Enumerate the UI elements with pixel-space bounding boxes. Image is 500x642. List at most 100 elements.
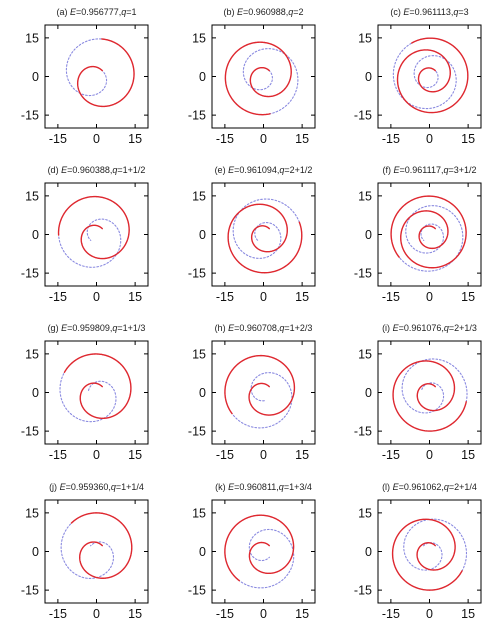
- panel-title: (b) E=0.960988,q=2: [223, 7, 303, 17]
- panel-title: (i) E=0.961076,q=2+1/3: [382, 323, 477, 333]
- orbit-solid: [224, 41, 292, 116]
- panel-j: (j) E=0.959360,q=1+1/4 -15 0 15 15 0 -15: [21, 482, 149, 621]
- q-symbol: q: [444, 323, 449, 333]
- panel-label: (g): [48, 323, 62, 333]
- plot-frame: [44, 24, 149, 129]
- energy-value: =0.960708,: [234, 323, 279, 333]
- energy-symbol: E: [393, 323, 400, 333]
- energy-value: =0.961117,: [400, 165, 444, 175]
- y-tick-label: -15: [188, 109, 206, 123]
- panel-label: (i): [382, 323, 393, 333]
- orbit-solid: [224, 514, 295, 582]
- q-symbol: q: [453, 7, 458, 17]
- y-tick-label: 0: [199, 70, 206, 84]
- orbit-solid: [391, 518, 463, 591]
- y-tick-label: 15: [25, 347, 39, 361]
- panel-label: (c): [390, 7, 403, 17]
- energy-value: =0.959360,: [66, 482, 111, 492]
- y-tick-label: -15: [354, 109, 372, 123]
- y-tick-label: 0: [365, 545, 372, 559]
- x-tick-label: -15: [382, 607, 400, 621]
- y-tick-label: 15: [25, 189, 39, 203]
- x-tick-label: 0: [93, 290, 100, 304]
- panel-e: (e) E=0.961094,q=2+1/2 -15 0 15 15 0 -15: [188, 165, 316, 304]
- panel-label: (k): [215, 482, 228, 492]
- energy-symbol: E: [393, 165, 400, 175]
- q-value: =2: [293, 7, 303, 17]
- x-tick-label: 15: [295, 290, 309, 304]
- y-tick-label: -15: [188, 267, 206, 281]
- x-tick-label: 0: [260, 607, 267, 621]
- panel-c: (c) E=0.961113,q=3 -15 0 15 15 0 -15: [354, 7, 482, 146]
- panel-i: (i) E=0.961076,q=2+1/3 -15 0 15 15 0 -15: [354, 323, 482, 462]
- panel-label: (f): [382, 165, 393, 175]
- q-value: =1: [126, 7, 136, 17]
- energy-symbol: E: [403, 7, 410, 17]
- q-symbol: q: [112, 323, 117, 333]
- orbit-solid: [390, 195, 467, 269]
- q-symbol: q: [443, 165, 448, 175]
- panel-d: (d) E=0.960388,q=1+1/2 -15 0 15 15 0 -15: [21, 165, 149, 304]
- orbit-solid: [227, 203, 303, 274]
- q-symbol: q: [444, 482, 449, 492]
- q-value: =2+1/2: [284, 165, 312, 175]
- panel-title: (f) E=0.961117,q=3+1/2: [382, 165, 476, 175]
- panel-title: (j) E=0.959360,q=1+1/4: [49, 482, 144, 492]
- energy-symbol: E: [60, 482, 67, 492]
- y-tick-label: -15: [188, 425, 206, 439]
- y-tick-label: 0: [199, 545, 206, 559]
- y-tick-label: 15: [192, 506, 206, 520]
- x-tick-label: 0: [93, 448, 100, 462]
- x-tick-label: 0: [426, 607, 433, 621]
- panel-label: (h): [215, 323, 229, 333]
- plot-frame: [211, 24, 316, 129]
- panel-title: (d) E=0.960388,q=1+1/2: [48, 165, 146, 175]
- x-tick-label: 15: [295, 448, 309, 462]
- q-symbol: q: [111, 482, 116, 492]
- panel-title: (e) E=0.961094,q=2+1/2: [215, 165, 313, 175]
- x-tick-label: 15: [461, 607, 475, 621]
- panel-title: (h) E=0.960708,q=1+2/3: [215, 323, 313, 333]
- x-tick-label: -15: [382, 132, 400, 146]
- panel-title: (k) E=0.960811,q=1+3/4: [215, 482, 312, 492]
- x-tick-label: 15: [128, 607, 142, 621]
- plot-frame: [377, 499, 482, 604]
- q-value: =1+1/2: [117, 165, 145, 175]
- y-tick-label: -15: [188, 584, 206, 598]
- y-tick-label: 15: [25, 31, 39, 45]
- energy-value: =0.961094,: [234, 165, 279, 175]
- panel-h: (h) E=0.960708,q=1+2/3 -15 0 15 15 0 -15: [188, 323, 316, 462]
- x-tick-label: -15: [216, 290, 234, 304]
- x-tick-label: 15: [461, 290, 475, 304]
- energy-symbol: E: [228, 482, 235, 492]
- energy-symbol: E: [228, 323, 235, 333]
- energy-value: =0.960811,: [234, 482, 279, 492]
- y-tick-label: 0: [32, 545, 39, 559]
- energy-value: =0.961062,: [399, 482, 444, 492]
- x-tick-label: 15: [295, 132, 309, 146]
- y-tick-label: 0: [32, 386, 39, 400]
- panel-f: (f) E=0.961117,q=3+1/2 -15 0 15 15 0 -15: [354, 165, 482, 304]
- plot-frame: [211, 340, 316, 445]
- energy-value: =0.961113,: [409, 7, 453, 17]
- panel-title: (g) E=0.959809,q=1+1/3: [48, 323, 146, 333]
- q-symbol: q: [112, 165, 117, 175]
- panel-title: (c) E=0.961113,q=3: [390, 7, 468, 17]
- y-tick-label: -15: [21, 425, 39, 439]
- q-symbol: q: [279, 323, 284, 333]
- x-tick-label: -15: [49, 607, 67, 621]
- y-tick-label: 15: [192, 189, 206, 203]
- energy-value: =0.959809,: [67, 323, 112, 333]
- y-tick-label: 0: [199, 228, 206, 242]
- orbit-solid: [76, 38, 135, 108]
- energy-symbol: E: [237, 7, 244, 17]
- q-value: =1+1/3: [117, 323, 145, 333]
- q-symbol: q: [121, 7, 126, 17]
- panel-l: (l) E=0.961062,q=2+1/4 -15 0 15 15 0 -15: [354, 482, 482, 621]
- orbit-solid: [70, 512, 133, 579]
- x-tick-label: 15: [461, 448, 475, 462]
- x-tick-label: -15: [49, 290, 67, 304]
- panel-a: (a) E=0.956777,q=1 -15 0 15 15 0 -15: [21, 7, 149, 146]
- panel-label: (e): [215, 165, 229, 175]
- y-tick-label: 0: [32, 70, 39, 84]
